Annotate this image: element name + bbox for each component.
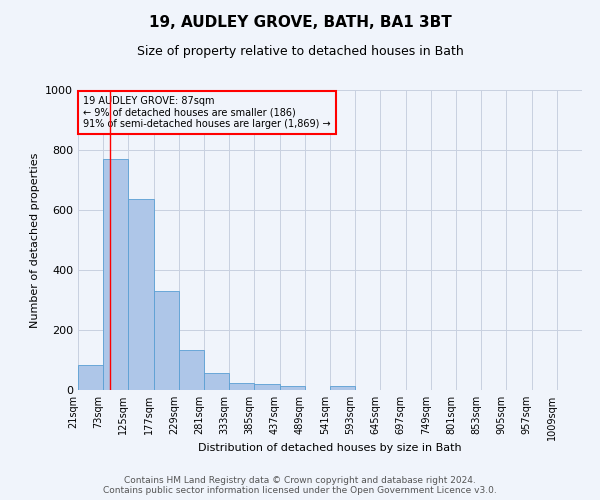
Bar bbox=[179, 350, 204, 390]
Bar bbox=[128, 198, 154, 390]
Bar bbox=[229, 383, 254, 390]
Bar bbox=[330, 386, 355, 390]
Bar bbox=[280, 386, 305, 390]
Text: Contains HM Land Registry data © Crown copyright and database right 2024.
Contai: Contains HM Land Registry data © Crown c… bbox=[103, 476, 497, 495]
Bar bbox=[103, 159, 128, 390]
Bar bbox=[154, 291, 179, 390]
Y-axis label: Number of detached properties: Number of detached properties bbox=[29, 152, 40, 328]
Bar bbox=[204, 372, 229, 390]
Bar bbox=[78, 365, 103, 390]
X-axis label: Distribution of detached houses by size in Bath: Distribution of detached houses by size … bbox=[198, 443, 462, 453]
Text: Size of property relative to detached houses in Bath: Size of property relative to detached ho… bbox=[137, 45, 463, 58]
Bar bbox=[254, 384, 280, 390]
Text: 19 AUDLEY GROVE: 87sqm
← 9% of detached houses are smaller (186)
91% of semi-det: 19 AUDLEY GROVE: 87sqm ← 9% of detached … bbox=[83, 96, 331, 129]
Text: 19, AUDLEY GROVE, BATH, BA1 3BT: 19, AUDLEY GROVE, BATH, BA1 3BT bbox=[149, 15, 451, 30]
